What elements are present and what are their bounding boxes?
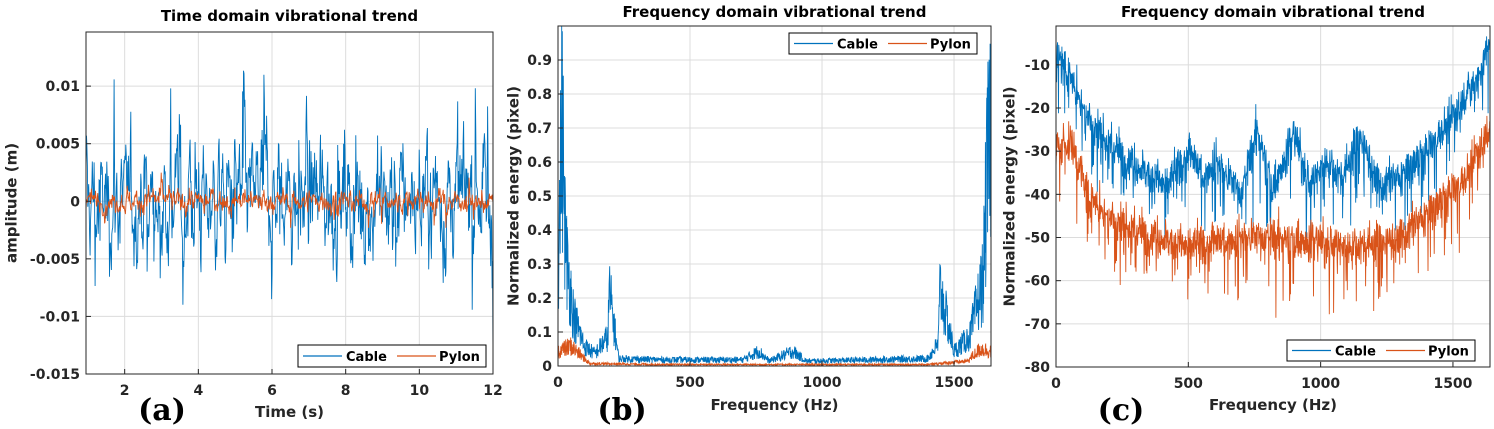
x-tick-label: 6 [267, 383, 277, 399]
y-axis-label: amplitude (m) [3, 143, 21, 263]
y-tick-label: 0 [542, 359, 552, 375]
y-tick-label: -10 [1025, 58, 1051, 74]
x-tick-label: 12 [483, 383, 502, 399]
chart-title: Frequency domain vibrational trend [623, 3, 927, 21]
y-tick-label: -0.005 [30, 252, 80, 268]
x-axis-label: Frequency (Hz) [710, 396, 838, 414]
x-tick-label: 8 [341, 383, 351, 399]
x-tick-label: 500 [675, 375, 704, 391]
y-tick-label: 0.8 [527, 87, 552, 103]
x-tick-label: 1500 [1433, 376, 1472, 392]
y-tick-label: 0.7 [527, 121, 552, 137]
series-line-cable [1056, 36, 1490, 254]
panel-label: (c) [1098, 393, 1145, 428]
y-axis-label: Normalized energy (pixel) [505, 86, 523, 306]
axes-box [1055, 25, 1491, 368]
y-tick-label: 0.6 [527, 155, 552, 171]
y-tick-label: 0.005 [36, 137, 80, 153]
y-tick-label: -80 [1025, 360, 1051, 376]
legend-box [297, 344, 487, 368]
y-tick-label: -0.015 [30, 367, 80, 383]
legend: Cable Pylon [788, 32, 978, 55]
legend-label-cable: Cable [837, 38, 878, 53]
y-tick-label: 0.01 [45, 79, 80, 95]
y-axis-label: Normalized energy (pixel) [1001, 87, 1019, 307]
x-tick-label: 500 [1174, 376, 1203, 392]
y-tick-label: -40 [1025, 187, 1051, 203]
y-tick-label: 0.9 [527, 53, 552, 69]
legend-label-pylon: Pylon [930, 38, 971, 53]
x-axis-label: Time (s) [255, 403, 324, 421]
y-tick-label: 0.2 [527, 291, 552, 307]
y-tick-label: 0.1 [527, 325, 552, 341]
axes-box [85, 31, 494, 375]
y-tick-label: -70 [1025, 317, 1051, 333]
panel-label: (a) [138, 393, 186, 428]
y-tick-label: -20 [1025, 101, 1051, 117]
y-tick-label: -50 [1025, 231, 1051, 247]
x-tick-label: 1000 [803, 375, 842, 391]
series-line-pylon [1056, 115, 1490, 318]
legend: Cable Pylon [1286, 339, 1476, 362]
legend-label-pylon: Pylon [1428, 345, 1469, 360]
legend-label-cable: Cable [1335, 345, 1376, 360]
panel-label: (b) [597, 393, 646, 428]
panel-b: 0 500 1000 1500 0 0.1 0.2 0.3 0.4 0.5 0.6 0.7 0.8 0.9… [505, 3, 992, 428]
y-tick-label: -0.01 [40, 309, 80, 325]
legend-label-cable: Cable [346, 350, 387, 365]
x-tick-label: 2 [120, 383, 130, 399]
y-tick-label: 0 [70, 194, 80, 210]
x-tick-label: 0 [553, 375, 563, 391]
legend-label-pylon: Pylon [439, 350, 480, 365]
series-line-cable [86, 70, 493, 355]
y-tick-label: -60 [1025, 274, 1051, 290]
x-tick-label: 10 [410, 383, 430, 399]
chart-title: Time domain vibrational trend [161, 7, 418, 25]
chart-title: Frequency domain vibrational trend [1121, 3, 1425, 21]
panel-c: 0 500 1000 1500 -80 -70 -60 -50 -40 -30 -20 -10 Freq… [1001, 3, 1491, 428]
x-tick-label: 0 [1051, 376, 1061, 392]
x-tick-label: 4 [193, 383, 203, 399]
y-tick-label: 0.3 [527, 257, 552, 273]
x-axis-label: Frequency (Hz) [1209, 396, 1337, 414]
y-tick-label: 0.4 [527, 223, 552, 239]
x-tick-label: 1000 [1301, 376, 1340, 392]
series-line-pylon [86, 172, 493, 228]
series-line-cable [558, 26, 991, 365]
y-tick-label: 0.5 [527, 189, 552, 205]
legend-box [1286, 339, 1476, 362]
panel-a: 2 4 6 8 10 12 -0.015 -0.01 -0.005 0 0.005 0.01 Time … [3, 7, 503, 428]
legend: Cable Pylon [297, 344, 487, 368]
series-line-pylon [558, 337, 991, 366]
y-tick-label: -30 [1025, 144, 1051, 160]
legend-box [788, 32, 978, 55]
x-tick-label: 1500 [935, 375, 974, 391]
